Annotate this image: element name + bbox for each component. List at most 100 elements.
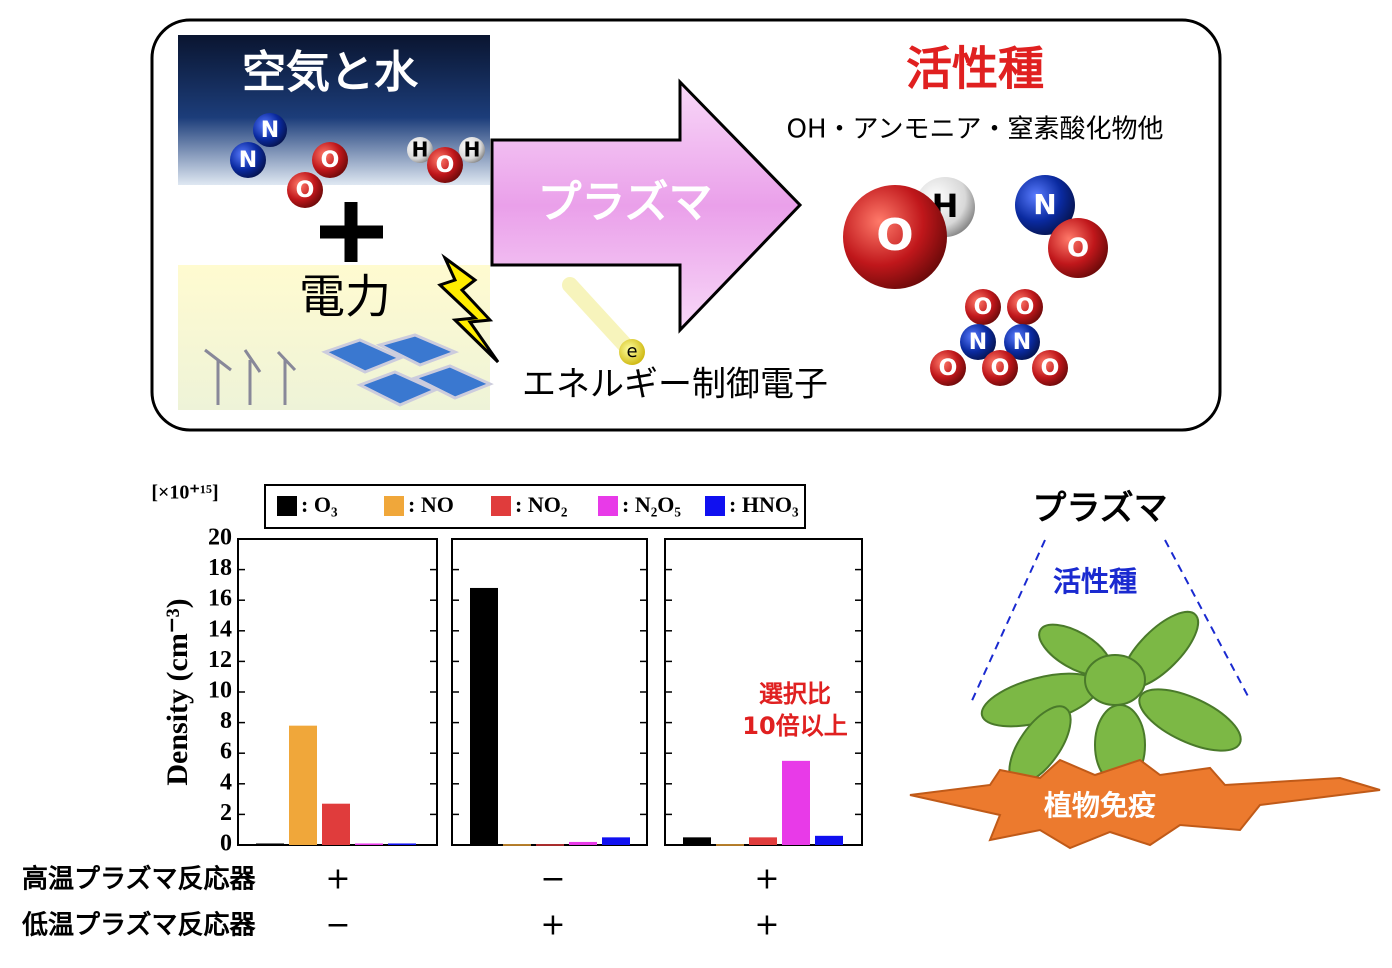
lightning bbox=[437, 253, 500, 364]
atom bbox=[459, 137, 485, 163]
bar bbox=[355, 843, 383, 845]
atom-label: O bbox=[991, 356, 1010, 381]
legend-swatch bbox=[277, 496, 297, 516]
condition-value: + bbox=[754, 908, 779, 943]
atom bbox=[312, 142, 348, 178]
atom-label: O bbox=[1016, 295, 1035, 320]
condition-value: − bbox=[325, 908, 350, 943]
bar bbox=[536, 844, 564, 846]
atom-label: O bbox=[974, 295, 993, 320]
electron-trail bbox=[562, 277, 633, 353]
y-tick-label: 6 bbox=[220, 739, 232, 765]
y-tick-label: 16 bbox=[208, 586, 232, 612]
electron bbox=[619, 339, 645, 365]
output-subtitle: OH・アンモニア・窒素酸化物他 bbox=[787, 115, 1164, 145]
bar bbox=[322, 803, 350, 845]
immunity-burst bbox=[909, 758, 1381, 850]
y-tick-label: 20 bbox=[208, 525, 232, 551]
plant bbox=[980, 610, 1242, 786]
bar bbox=[503, 844, 531, 846]
bar bbox=[683, 837, 711, 845]
y-tick-label: 12 bbox=[208, 647, 232, 673]
atom bbox=[1048, 218, 1108, 278]
arrow-label: プラズマ bbox=[537, 177, 712, 228]
atom bbox=[1032, 350, 1068, 386]
atom bbox=[960, 324, 996, 360]
bar bbox=[749, 837, 777, 845]
atom bbox=[965, 289, 1001, 325]
atom bbox=[287, 172, 323, 208]
atom-label: O bbox=[436, 153, 455, 178]
panel-frame bbox=[237, 538, 438, 846]
plus-sign bbox=[320, 202, 383, 262]
result-label: 植物免疫 bbox=[1044, 789, 1156, 822]
solar-panels bbox=[321, 333, 494, 407]
bar bbox=[569, 841, 597, 845]
atom-label: N bbox=[239, 148, 257, 173]
atom-label: O bbox=[1067, 234, 1089, 264]
atom-label: O bbox=[876, 210, 913, 261]
legend-swatch bbox=[598, 496, 618, 516]
electron-symbol: e bbox=[626, 341, 637, 362]
wind-turbines bbox=[204, 348, 297, 405]
condition-value: − bbox=[540, 862, 565, 897]
y-unit: [×10⁺¹⁵] bbox=[151, 482, 218, 504]
condition-value: + bbox=[325, 862, 350, 897]
atom-label: H bbox=[464, 138, 481, 162]
atom-label: N bbox=[1013, 330, 1031, 355]
atom bbox=[982, 350, 1018, 386]
y-tick-label: 10 bbox=[208, 678, 232, 704]
atom-label: N bbox=[1033, 188, 1056, 221]
output-title: 活性種 bbox=[906, 42, 1044, 96]
bar bbox=[716, 844, 744, 846]
y-tick-label: 2 bbox=[220, 800, 232, 826]
condition-label: 高温プラズマ反応器 bbox=[22, 864, 256, 895]
legend-label: : O₃ bbox=[301, 492, 338, 517]
atom-label: O bbox=[296, 178, 315, 203]
condition-label: 低温プラズマ反応器 bbox=[21, 910, 256, 941]
cone-line bbox=[1164, 539, 1251, 701]
atom-label: N bbox=[261, 118, 279, 143]
atom-label: O bbox=[939, 356, 958, 381]
atom bbox=[1007, 289, 1043, 325]
bar bbox=[782, 760, 810, 845]
y-tick-label: 4 bbox=[220, 769, 232, 795]
legend-label: : N₂O₅ bbox=[622, 492, 681, 517]
atom bbox=[407, 137, 433, 163]
y-tick-label: 14 bbox=[208, 616, 232, 642]
arrow bbox=[490, 78, 803, 334]
atom-label: N bbox=[969, 330, 987, 355]
atom bbox=[230, 142, 266, 178]
bar bbox=[388, 843, 416, 845]
cone-line bbox=[969, 539, 1046, 706]
bar bbox=[815, 835, 843, 845]
condition-value: + bbox=[540, 908, 565, 943]
atom-label: O bbox=[1041, 356, 1060, 381]
legend-label: : HNO₃ bbox=[729, 492, 799, 517]
legend-label: : NO₂ bbox=[515, 492, 568, 517]
power-label: 電力 bbox=[299, 270, 391, 324]
atom bbox=[1015, 175, 1075, 235]
annotation: 10倍以上 bbox=[742, 712, 847, 740]
species-label: 活性種 bbox=[1053, 565, 1137, 598]
legend-swatch bbox=[491, 496, 511, 516]
plant-title: プラズマ bbox=[1032, 489, 1167, 529]
atom-label: H bbox=[412, 138, 429, 162]
atom bbox=[930, 350, 966, 386]
y-tick-label: 8 bbox=[220, 708, 232, 734]
bar bbox=[256, 843, 284, 845]
legend-swatch bbox=[384, 496, 404, 516]
legend-swatch bbox=[705, 496, 725, 516]
atom-label: O bbox=[321, 148, 340, 173]
bar bbox=[470, 587, 498, 845]
annotation: 選択比 bbox=[759, 680, 831, 708]
inputs-title: 空気と水 bbox=[242, 47, 419, 98]
electron-label: エネルギー制御電子 bbox=[522, 365, 828, 405]
y-tick-label: 0 bbox=[220, 831, 232, 857]
atom bbox=[253, 113, 287, 147]
bar bbox=[289, 725, 317, 845]
y-axis-label: Density (cm⁻³) bbox=[161, 598, 194, 785]
chart: 0 2 4 6 8 10 12 14 16 18 20: O₃: NO: NO₂: N₂O₅: HN… bbox=[21, 492, 863, 943]
